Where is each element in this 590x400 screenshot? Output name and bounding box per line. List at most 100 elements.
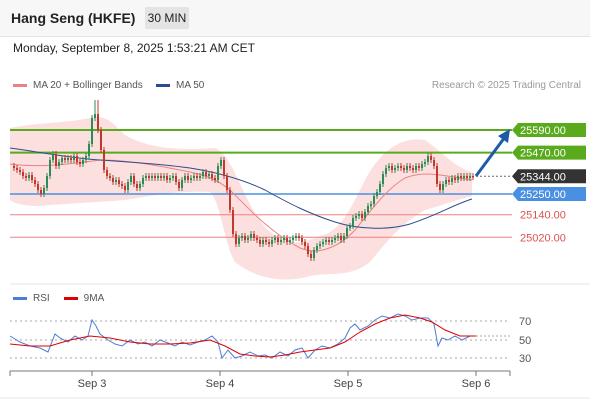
x-label-sep5: Sep 5 xyxy=(334,378,363,390)
candle-body xyxy=(148,176,150,178)
candle-body xyxy=(331,240,333,242)
candle-body xyxy=(28,175,30,178)
candle-body xyxy=(289,240,291,242)
candle-body xyxy=(103,150,105,170)
candle-body xyxy=(418,166,420,168)
level-label-support: 25020.00 xyxy=(520,232,566,244)
level-tag-pivot xyxy=(512,187,586,201)
candle-body xyxy=(310,254,312,258)
candle-body xyxy=(181,180,183,188)
timeframe-badge[interactable]: 30 MIN xyxy=(145,7,189,29)
candle-body xyxy=(295,236,297,238)
candle-body xyxy=(388,166,390,168)
candle-body xyxy=(277,238,279,242)
candle-body xyxy=(187,176,189,180)
level-label-last: 25344.00 xyxy=(512,169,586,184)
candle-body xyxy=(397,166,399,168)
legend-bollinger-label: MA 20 + Bollinger Bands xyxy=(33,80,143,91)
candle-body xyxy=(304,242,306,246)
candle-body xyxy=(31,175,33,180)
candle-body xyxy=(118,180,120,184)
candle-body xyxy=(166,176,168,180)
datetime-label: Monday, September 8, 2025 1:53:21 AM CET xyxy=(13,41,255,55)
candle-body xyxy=(79,162,81,164)
rsi-9ma-legend-label: 9MA xyxy=(83,293,105,304)
candle-body xyxy=(133,176,135,184)
candle-body xyxy=(244,236,246,240)
candle-body xyxy=(466,176,468,178)
level-value-pivot: 25250.00 xyxy=(520,189,566,201)
candle-body xyxy=(382,174,384,184)
candle-body xyxy=(202,172,204,176)
candle-body xyxy=(154,176,156,178)
candle-body xyxy=(124,186,126,190)
candle-body xyxy=(226,176,228,190)
candle-body xyxy=(43,188,45,194)
rsi-9ma-line xyxy=(9,314,476,358)
level-tag-resistance xyxy=(512,123,586,137)
level-value-support: 25020.00 xyxy=(520,232,566,244)
candle-body xyxy=(430,156,432,160)
candle-body xyxy=(256,238,258,240)
candle-body xyxy=(307,246,309,254)
candle-body xyxy=(448,180,450,182)
level-label-resistance: 25470.00 xyxy=(512,145,586,160)
candle-body xyxy=(211,174,213,178)
candle-body xyxy=(196,176,198,178)
candle-body xyxy=(334,238,336,240)
candle-body xyxy=(469,176,471,178)
candle-body xyxy=(421,164,423,168)
candle-body xyxy=(82,160,84,164)
candle-body xyxy=(109,176,111,178)
candle-body xyxy=(142,178,144,184)
candle-body xyxy=(97,114,99,130)
candle-body xyxy=(49,160,51,176)
candle-body xyxy=(385,168,387,174)
candle-body xyxy=(391,166,393,170)
candle-body xyxy=(193,176,195,178)
candle-body xyxy=(157,176,159,178)
candle-body xyxy=(415,166,417,170)
candle-body xyxy=(127,182,129,190)
rsi-legend-label: RSI xyxy=(33,293,50,304)
candle-body xyxy=(112,178,114,182)
candle-body xyxy=(217,166,219,180)
candle-body xyxy=(427,156,429,162)
candle-body xyxy=(460,176,462,178)
forecast-arrow-icon xyxy=(498,129,510,143)
copyright-text: Research © 2025 Trading Central xyxy=(431,80,581,91)
candle-body xyxy=(37,184,39,190)
rsi-9ma-swatch-icon xyxy=(63,297,78,300)
candle-body xyxy=(85,156,87,160)
candle-body xyxy=(271,240,273,244)
candle-body xyxy=(442,184,444,190)
candle-body xyxy=(355,216,357,218)
candle-body xyxy=(316,246,318,250)
x-label-sep4: Sep 4 xyxy=(206,378,235,390)
candle-body xyxy=(121,184,123,186)
candle-body xyxy=(286,238,288,242)
candle-body xyxy=(190,178,192,180)
candle-body xyxy=(370,204,372,206)
candle-body xyxy=(424,162,426,164)
candle-body xyxy=(172,176,174,178)
candle-body xyxy=(232,210,234,234)
candle-body xyxy=(184,176,186,180)
x-label-sep3: Sep 3 xyxy=(78,378,107,390)
candle-body xyxy=(34,180,36,184)
candle-body xyxy=(235,234,237,244)
candle-body xyxy=(472,176,474,178)
candle-body xyxy=(40,190,42,194)
candle-body xyxy=(205,172,207,176)
candle-body xyxy=(175,176,177,182)
candle-body xyxy=(358,214,360,216)
candle-body xyxy=(220,160,222,166)
legend-bollinger: MA 20 + Bollinger Bands xyxy=(13,80,143,91)
candle-body xyxy=(52,154,54,160)
candle-body xyxy=(346,228,348,236)
instrument-title: Hang Seng (HKFE) xyxy=(11,10,136,26)
candle-body xyxy=(55,154,57,166)
candle-body xyxy=(319,244,321,246)
candle-body xyxy=(292,238,294,240)
